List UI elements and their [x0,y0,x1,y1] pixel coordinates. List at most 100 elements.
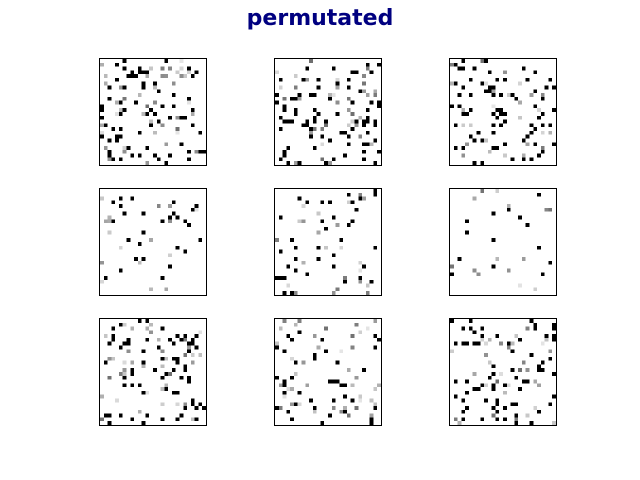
heatmap-cell [153,112,157,116]
heatmap-cell [518,81,522,86]
heatmap-cell [548,402,553,407]
heatmap-cell [339,349,344,354]
heatmap-cell [316,257,321,261]
heatmap-cell [171,356,176,361]
heatmap-cell [179,142,184,147]
heatmap-cell [275,70,279,75]
heatmap-cell [122,146,127,150]
heatmap-cell [506,204,511,208]
heatmap-cell [134,257,138,261]
heatmap-cell [103,360,108,365]
heatmap-cell [278,77,283,82]
heatmap-cell [103,413,108,418]
heatmap-cell [282,390,287,395]
heatmap-cell [487,70,492,75]
heatmap-cell [202,406,206,410]
heatmap-cell [343,394,347,399]
heatmap-cell [476,130,481,135]
heatmap-cell [354,119,359,124]
heatmap-cell [461,341,466,346]
heatmap-cell [339,245,344,250]
heatmap-cell [126,146,131,150]
heatmap-cell [544,207,549,212]
heatmap-cell [179,66,184,71]
heatmap-cell [187,157,191,162]
heatmap-cell [164,383,169,388]
heatmap-cell [365,326,370,331]
heatmap-cell [518,215,522,220]
heatmap-cell [137,242,142,246]
heatmap-cell [278,383,283,388]
heatmap-cell [358,268,363,273]
heatmap-cell [529,130,534,135]
heatmap-cell [453,379,458,384]
heatmap-cell [324,245,328,250]
heatmap-cell [510,341,515,346]
heatmap-cell [115,134,119,139]
heatmap-cell [126,341,131,346]
heatmap-cell [468,319,473,323]
heatmap-cell [198,130,203,135]
heatmap-cell [354,406,359,410]
heatmap-cell [160,364,165,369]
heatmap-cell [503,406,507,410]
heatmap-cell [118,134,123,139]
heatmap-cell [130,153,135,158]
heatmap-cell [107,153,112,158]
heatmap-cell [107,96,112,101]
heatmap-cell [503,142,507,147]
heatmap-cell [115,77,119,82]
heatmap-cell [450,272,454,277]
heatmap-cell [293,372,298,376]
heatmap-panel-9 [449,318,557,426]
heatmap-cell [499,341,503,346]
heatmap-cell [164,372,169,376]
heatmap-cell [373,89,378,94]
heatmap-cell [103,276,108,280]
heatmap-cell [134,100,138,105]
heatmap-cell [548,207,553,212]
heatmap-cell [160,349,165,354]
heatmap-cell [164,142,169,147]
heatmap-panel-8 [274,318,382,426]
heatmap-cell [350,70,355,75]
heatmap-cell [373,138,378,143]
heatmap-cell [275,93,279,97]
heatmap-cell [293,257,298,261]
heatmap-cell [350,112,355,116]
heatmap-cell [111,334,116,338]
heatmap-cell [533,406,538,410]
heatmap-cell [122,360,127,365]
heatmap-cell [328,93,332,97]
heatmap-cell [130,368,135,372]
heatmap-cell [149,287,153,292]
heatmap-cell [369,100,374,105]
heatmap-cell [533,127,538,131]
heatmap-cell [465,341,469,346]
heatmap-cell [499,93,503,97]
heatmap-cell [312,119,317,124]
heatmap-cell [293,402,298,407]
heatmap-cell [358,196,363,201]
heatmap-cell [533,287,538,292]
heatmap-cell [320,421,325,425]
heatmap-cell [369,421,374,425]
heatmap-cell [111,219,116,224]
heatmap-cell [495,417,500,422]
heatmap-cell [183,115,188,120]
heatmap-cell [187,149,191,154]
heatmap-cell [286,409,291,414]
heatmap-cell [305,66,310,71]
heatmap-cell [362,368,366,372]
heatmap-cell [107,149,112,154]
heatmap-cell [168,215,172,220]
heatmap-cell [503,77,507,82]
heatmap-cell [316,85,321,90]
heatmap-cell [457,66,462,71]
heatmap-cell [521,66,526,71]
heatmap-cell [339,238,344,242]
heatmap-cell [491,413,496,418]
heatmap-cell [343,130,347,135]
heatmap-cell [346,368,351,372]
heatmap-cell [346,96,351,101]
